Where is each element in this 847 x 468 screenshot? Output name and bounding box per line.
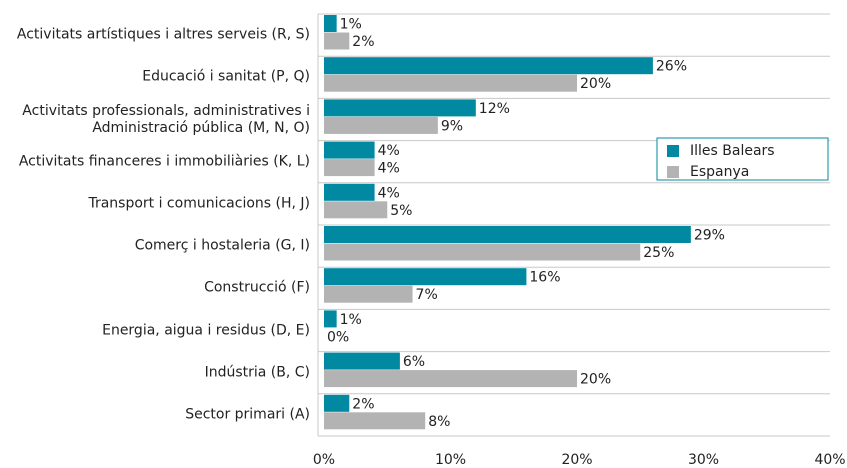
data-label: 20% (580, 76, 611, 92)
bar (324, 183, 375, 201)
bar (324, 226, 691, 243)
bar (324, 370, 577, 388)
data-label: 4% (378, 185, 400, 201)
data-label: 5% (390, 203, 412, 219)
legend: Illes Balears Espanya (656, 137, 829, 181)
data-label: 4% (378, 161, 400, 177)
bar (324, 268, 527, 286)
bar (324, 285, 413, 303)
data-label: 4% (378, 143, 400, 159)
category-label: Comerç i hostaleria (G, I) (134, 237, 310, 254)
bar (324, 57, 653, 75)
data-label: 1% (340, 17, 362, 33)
data-label: 7% (416, 287, 438, 303)
category-label: Activitats artístiques i altres serveis … (16, 26, 310, 43)
data-label: 25% (643, 245, 674, 261)
x-tick-label: 40% (814, 452, 845, 468)
data-label: 16% (529, 270, 560, 286)
category-label: Construcció (F) (204, 279, 310, 296)
bar (324, 310, 337, 328)
data-label: 8% (428, 414, 450, 430)
category-label: Activitats financeres i immobiliàries (K… (18, 153, 310, 170)
bar (324, 394, 350, 412)
bar (324, 201, 388, 219)
data-label: 29% (694, 228, 725, 244)
bar (324, 412, 426, 430)
category-label: Indústria (B, C) (204, 364, 310, 381)
data-label: 2% (352, 34, 374, 50)
bar (324, 141, 375, 159)
bar (324, 243, 641, 261)
bar (324, 352, 400, 370)
bar (324, 74, 577, 92)
legend-swatch (667, 145, 679, 157)
data-label: 12% (479, 101, 510, 117)
data-label: 20% (580, 372, 611, 388)
legend-box (656, 137, 829, 181)
bar (324, 159, 375, 177)
category-label: Sector primari (A) (185, 406, 310, 423)
bar (324, 99, 476, 117)
data-label: 2% (352, 396, 374, 412)
category-label: Energia, aigua i residus (D, E) (102, 322, 310, 338)
x-tick-label: 0% (313, 452, 335, 468)
data-label: 26% (656, 59, 687, 75)
x-tick-label: 30% (688, 452, 719, 468)
category-label: Educació i sanitat (P, Q) (142, 68, 310, 85)
category-label: Activitats professionals, administrative… (22, 102, 310, 136)
legend-swatch (667, 166, 679, 178)
bar (324, 32, 350, 50)
bar (324, 15, 337, 32)
legend-label: Espanya (690, 164, 749, 180)
data-label: 0% (327, 329, 349, 345)
category-label: Transport i comunicacions (H, J) (88, 195, 310, 212)
data-label: 6% (403, 354, 425, 370)
legend-label: Illes Balears (690, 143, 775, 159)
bar (324, 116, 438, 134)
data-label: 9% (441, 118, 463, 134)
x-tick-label: 10% (435, 452, 466, 468)
data-label: 1% (340, 312, 362, 328)
x-tick-label: 20% (561, 452, 592, 468)
